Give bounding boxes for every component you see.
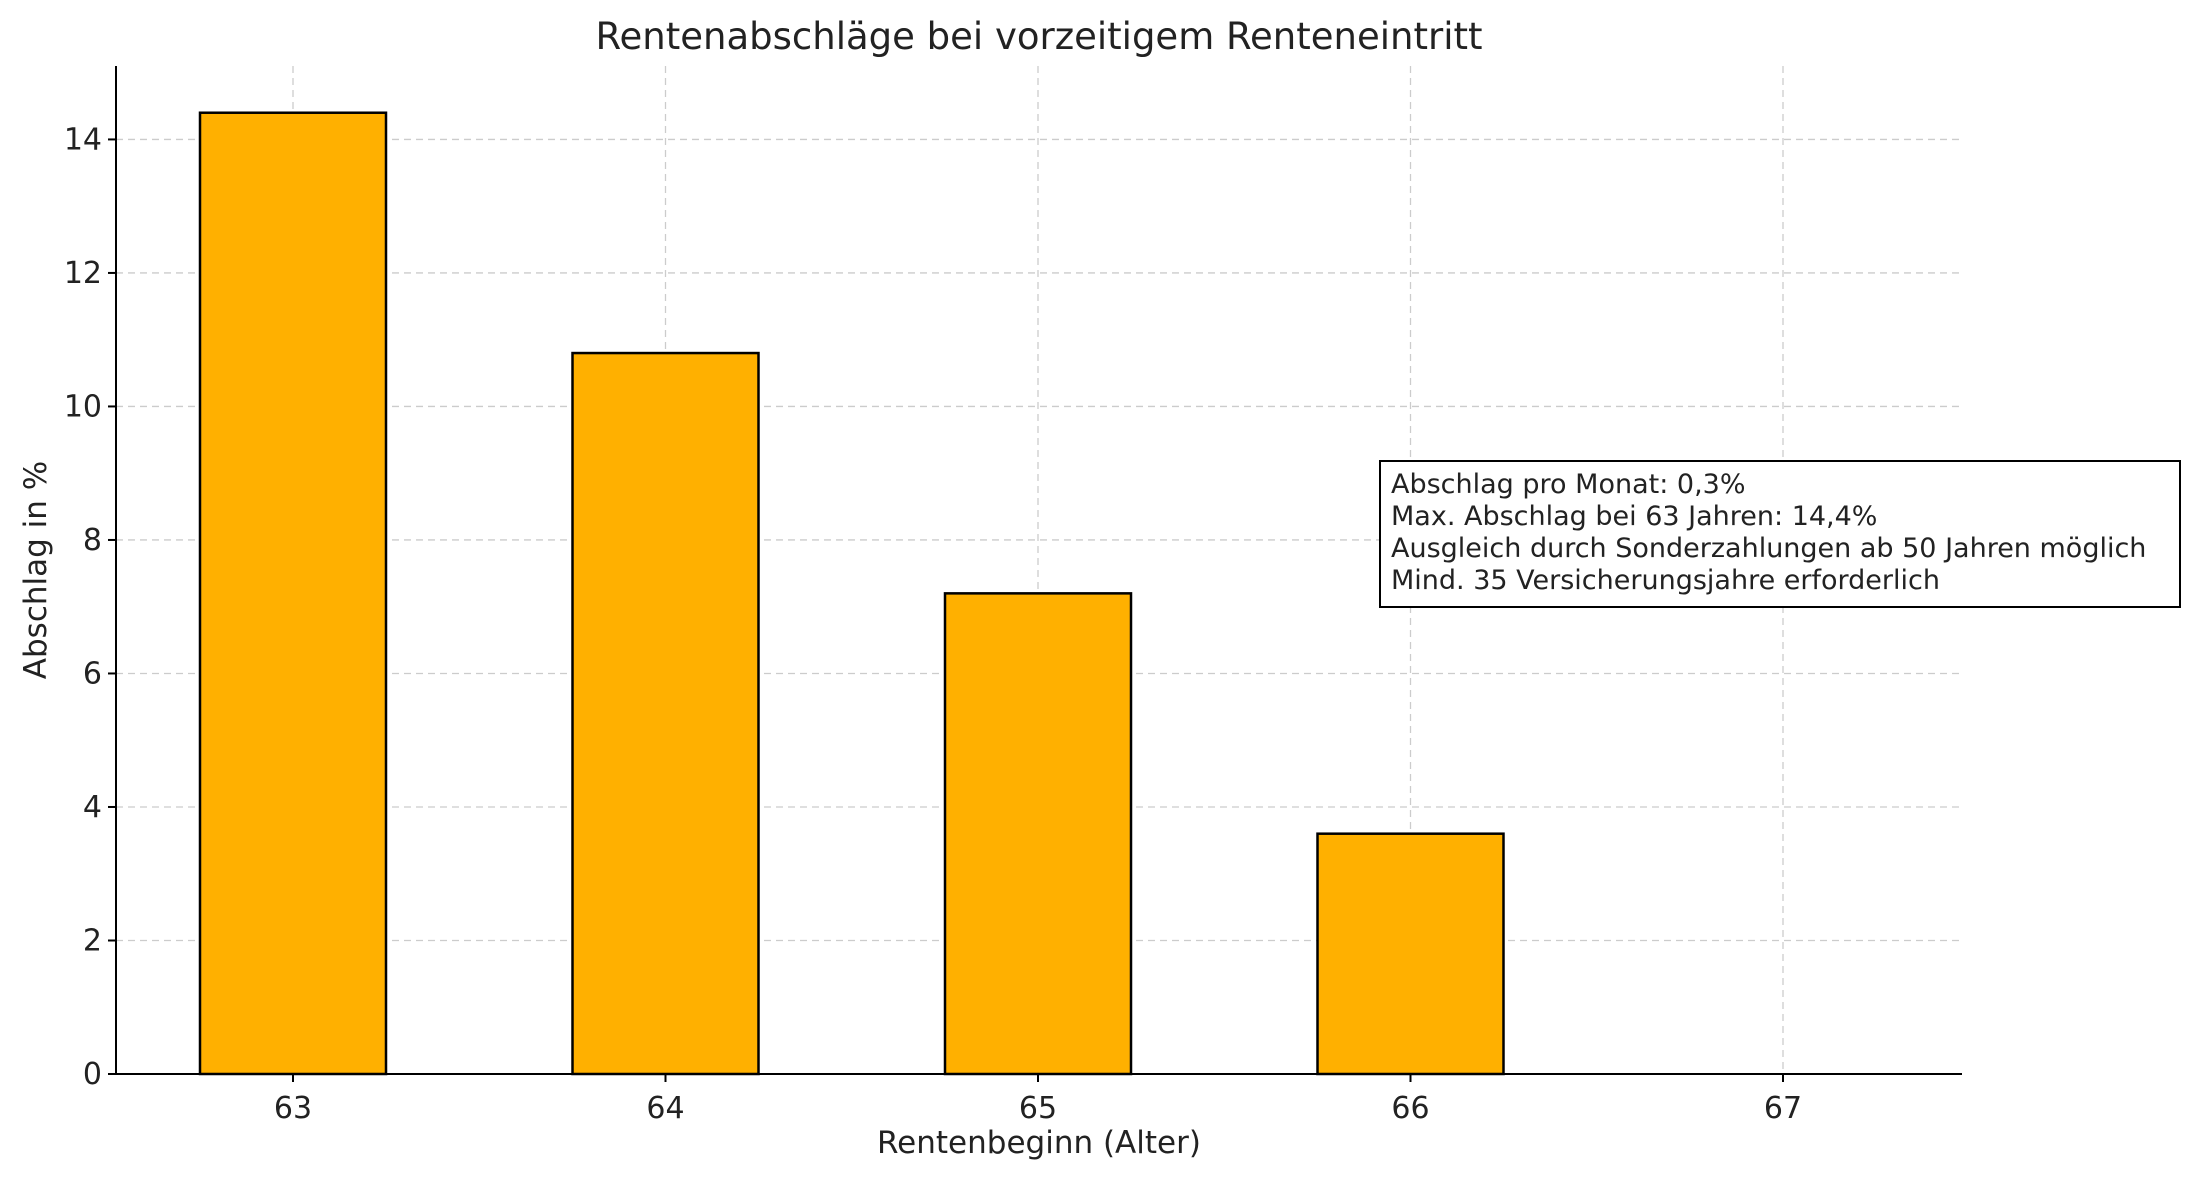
y-tick-label: 14 [64, 122, 102, 157]
y-tick-label: 6 [83, 656, 102, 691]
y-tick-label: 8 [83, 523, 102, 558]
info-line-3: Ausgleich durch Sonderzahlungen ab 50 Ja… [1391, 533, 2146, 564]
y-tick-label: 12 [64, 256, 102, 291]
info-line-2: Max. Abschlag bei 63 Jahren: 14,4% [1391, 501, 1877, 532]
bar-65 [943, 592, 1133, 1076]
y-tick-label: 4 [83, 790, 102, 825]
y-tick-label: 0 [83, 1057, 102, 1092]
x-tick-label: 66 [1391, 1091, 1429, 1126]
y-tick-label: 10 [64, 389, 102, 424]
y-axis-label: Abschlag in % [18, 461, 54, 679]
info-line-1: Abschlag pro Monat: 0,3% [1391, 469, 1745, 500]
bars [198, 111, 1505, 1076]
x-axis-label: Rentenbeginn (Alter) [877, 1125, 1201, 1161]
info-line-4: Mind. 35 Versicherungsjahre erforderlich [1391, 565, 1940, 596]
info-box: Abschlag pro Monat: 0,3% Max. Abschlag b… [1379, 460, 2181, 608]
info-box-frame [1379, 460, 2181, 608]
bar-63 [198, 111, 388, 1076]
x-tick-label: 64 [646, 1091, 684, 1126]
x-ticks: 63 64 65 66 67 [274, 1074, 1802, 1126]
x-tick-label: 63 [274, 1091, 312, 1126]
x-tick-label: 65 [1019, 1091, 1057, 1126]
y-ticks: 0 2 4 6 8 10 12 14 [64, 122, 116, 1092]
chart-title: Rentenabschläge bei vorzeitigem Rentenei… [595, 15, 1482, 58]
bar-64 [571, 351, 760, 1076]
y-tick-label: 2 [83, 923, 102, 958]
bar-66 [1316, 832, 1505, 1076]
x-tick-label: 67 [1764, 1091, 1802, 1126]
